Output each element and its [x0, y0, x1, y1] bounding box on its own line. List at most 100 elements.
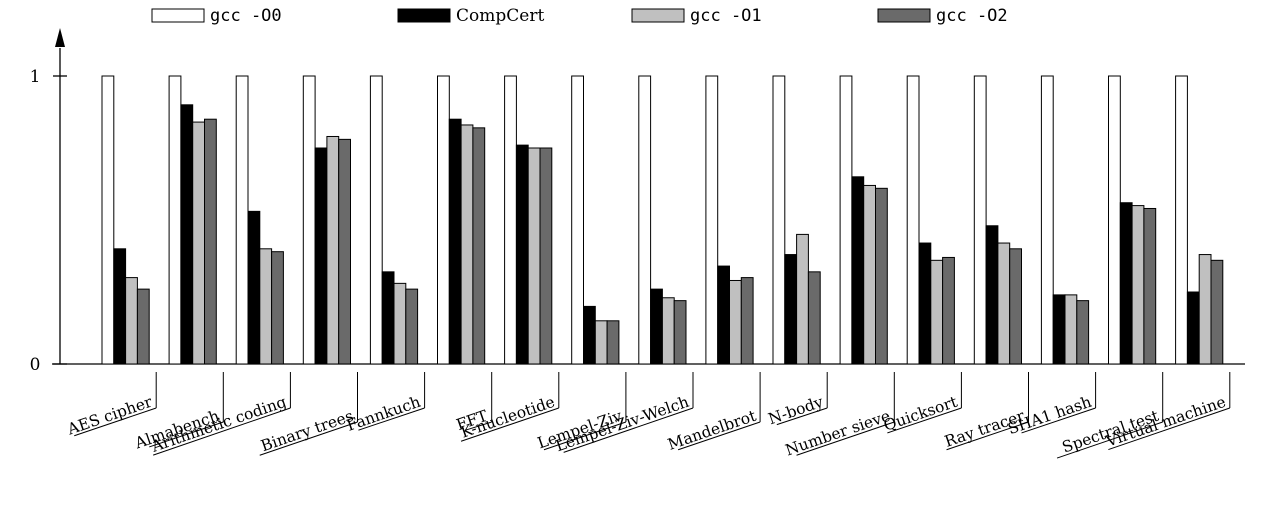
bar-spectral-test-compcert	[1119, 202, 1133, 365]
bar-binary-trees-gcc-o0	[302, 75, 316, 365]
bar-number-sieve-gcc-o0	[839, 75, 853, 365]
bar-arithmetic-coding-gcc-o1	[259, 248, 273, 365]
label-underline-lempel-ziv	[543, 421, 627, 451]
label-underline-n-body	[776, 407, 828, 426]
bar-fft-gcc-o1	[460, 124, 474, 365]
bar-almabench-gcc-o1	[192, 121, 205, 365]
bar-quicksort-gcc-o2	[942, 256, 955, 365]
label-underline-fannkuch	[358, 407, 425, 431]
bar-arithmetic-coding-gcc-o0	[235, 75, 249, 365]
label-underline-ray-tracer	[946, 421, 1029, 451]
bar-k-nucleotide-gcc-o1	[527, 147, 541, 365]
bar-sha1-hash-gcc-o2	[1076, 300, 1090, 365]
bar-ray-tracer-gcc-o1	[997, 242, 1011, 365]
legend-swatch-gcc-o0	[151, 8, 205, 23]
bar-mandelbrot-gcc-o0	[705, 75, 719, 365]
bar-lempel-ziv-welch-gcc-o1	[661, 297, 675, 365]
bar-k-nucleotide-compcert	[515, 144, 529, 365]
bar-spectral-test-gcc-o1	[1131, 205, 1145, 365]
label-underline-binary-trees	[259, 421, 358, 456]
bar-fft-compcert	[448, 118, 462, 365]
label-underline-lempel-ziv-welch	[563, 407, 694, 453]
label-underline-almabench	[149, 421, 224, 448]
label-underline-k-nucleotide	[460, 407, 559, 442]
bar-virtual-machine-compcert	[1186, 291, 1200, 365]
legend-swatch-gcc-o1	[631, 8, 685, 23]
bar-lempel-ziv-gcc-o2	[606, 320, 620, 365]
legend: gcc -O0 CompCert gcc -O1 gcc -O2	[151, 6, 1008, 26]
bar-aes-cipher-compcert	[113, 248, 127, 365]
bar-lempel-ziv-welch-compcert	[650, 288, 663, 365]
label-underline-sha1-hash	[1021, 407, 1096, 434]
y-axis-arrow	[55, 28, 65, 47]
bar-spectral-test-gcc-o2	[1143, 207, 1157, 365]
bar-fft-gcc-o0	[437, 75, 450, 365]
bar-almabench-gcc-o2	[204, 118, 217, 365]
bar-sha1-hash-gcc-o0	[1040, 75, 1054, 365]
y-tick-label-1: 1	[30, 67, 41, 87]
legend-swatch-gcc-o2	[877, 8, 931, 23]
bar-mandelbrot-gcc-o1	[729, 279, 742, 365]
label-underline-virtual-machine	[1108, 407, 1230, 451]
label-underline-arithmetic-coding	[153, 407, 291, 456]
label-underline-fft	[464, 421, 492, 431]
bar-spectral-test-gcc-o0	[1108, 75, 1121, 365]
bar-lempel-ziv-welch-gcc-o0	[638, 75, 652, 365]
category-label-fannkuch: Fannkuch	[344, 393, 423, 435]
bars	[101, 75, 1224, 365]
bar-fannkuch-gcc-o1	[393, 282, 407, 365]
bar-arithmetic-coding-compcert	[247, 210, 261, 365]
bar-number-sieve-gcc-o2	[875, 187, 888, 365]
bar-fannkuch-compcert	[381, 271, 395, 365]
legend-label-gcc-o0: gcc -O0	[210, 6, 282, 26]
bar-ray-tracer-compcert	[985, 225, 999, 365]
bar-k-nucleotide-gcc-o2	[539, 147, 553, 365]
label-underline-mandelbrot	[677, 421, 761, 451]
bar-fannkuch-gcc-o0	[369, 75, 383, 365]
bar-lempel-ziv-compcert	[583, 305, 596, 365]
bar-number-sieve-compcert	[851, 176, 865, 365]
bar-aes-cipher-gcc-o0	[101, 75, 115, 365]
bar-quicksort-gcc-o0	[906, 75, 920, 365]
bar-lempel-ziv-gcc-o0	[571, 75, 585, 365]
legend-swatch-compcert	[397, 8, 451, 23]
bar-ray-tracer-gcc-o2	[1009, 248, 1023, 365]
bar-binary-trees-gcc-o2	[338, 138, 352, 365]
bar-arithmetic-coding-gcc-o2	[271, 251, 284, 365]
bar-virtual-machine-gcc-o0	[1175, 75, 1188, 365]
bar-fft-gcc-o2	[472, 127, 486, 365]
category-label-n-body: N-body	[766, 393, 826, 429]
bar-aes-cipher-gcc-o2	[136, 288, 150, 365]
bar-almabench-gcc-o0	[168, 75, 182, 365]
bar-n-body-gcc-o2	[807, 271, 821, 365]
legend-label-gcc-o2: gcc -O2	[936, 6, 1008, 26]
bar-mandelbrot-compcert	[717, 265, 731, 365]
category-label-quicksort: Quicksort	[881, 393, 960, 435]
bar-lempel-ziv-welch-gcc-o2	[673, 300, 687, 365]
legend-label-gcc-o1: gcc -O1	[690, 6, 762, 26]
bar-k-nucleotide-gcc-o0	[504, 75, 517, 365]
bar-aes-cipher-gcc-o1	[125, 277, 138, 365]
bar-virtual-machine-gcc-o1	[1198, 254, 1212, 365]
bar-quicksort-compcert	[918, 242, 932, 365]
bar-n-body-gcc-o0	[772, 75, 786, 365]
bar-virtual-machine-gcc-o2	[1210, 259, 1224, 365]
label-underline-aes-cipher	[74, 407, 157, 437]
bar-ray-tracer-gcc-o0	[973, 75, 987, 365]
bar-binary-trees-gcc-o1	[326, 135, 340, 365]
bar-number-sieve-gcc-o1	[863, 184, 877, 365]
bar-lempel-ziv-gcc-o1	[594, 320, 608, 365]
bar-binary-trees-compcert	[314, 147, 328, 365]
label-underline-spectral-test	[1056, 421, 1163, 459]
bar-mandelbrot-gcc-o2	[740, 277, 754, 365]
bar-sha1-hash-gcc-o1	[1064, 294, 1078, 365]
bar-sha1-hash-compcert	[1052, 294, 1066, 365]
label-underline-quicksort	[887, 407, 962, 434]
bar-n-body-compcert	[784, 254, 798, 365]
legend-label-compcert: CompCert	[456, 6, 544, 26]
y-tick-label-0: 0	[30, 355, 41, 375]
bar-quicksort-gcc-o1	[930, 259, 944, 365]
bar-n-body-gcc-o1	[796, 233, 809, 365]
